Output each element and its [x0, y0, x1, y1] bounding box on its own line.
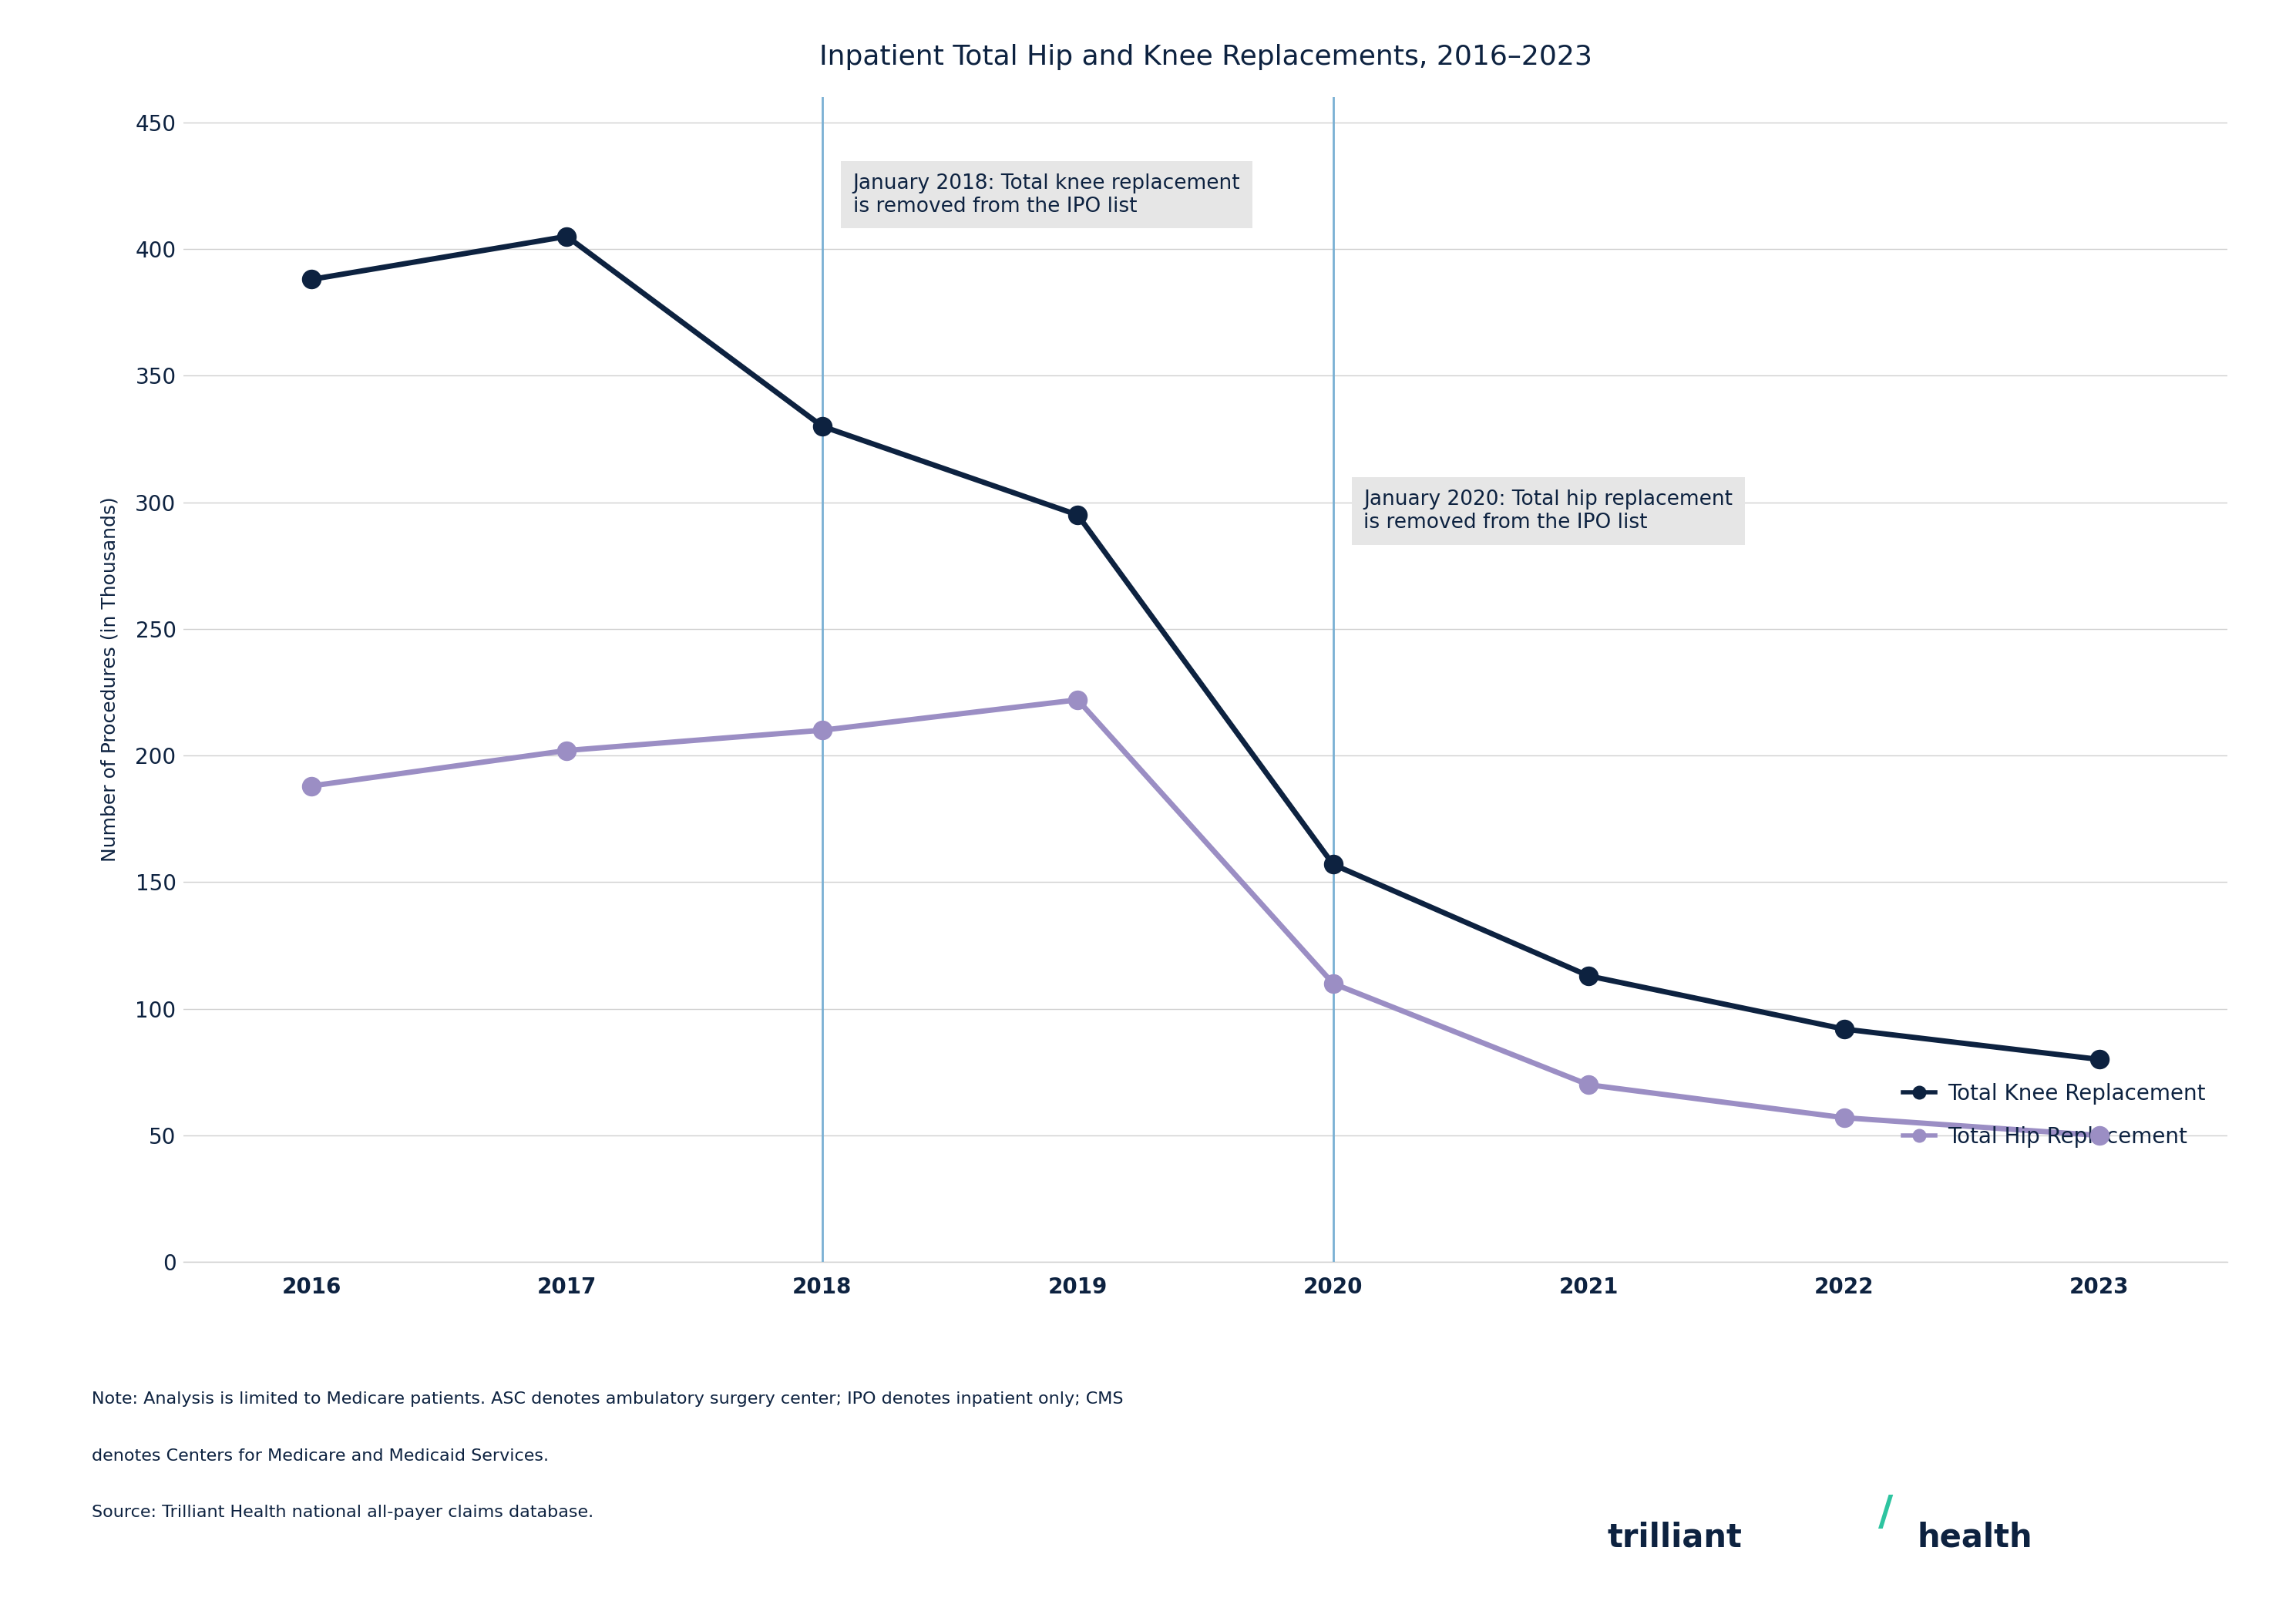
Point — [1058, 502, 1095, 527]
Title: Inpatient Total Hip and Knee Replacements, 2016–2023: Inpatient Total Hip and Knee Replacement… — [820, 44, 1591, 70]
Point — [1825, 1016, 1862, 1042]
Legend: Total Knee Replacement, Total Hip Replacement: Total Knee Replacement, Total Hip Replac… — [1892, 1073, 2216, 1158]
Point — [294, 773, 331, 799]
Point — [1316, 851, 1352, 877]
Text: Source: Trilliant Health national all-payer claims database.: Source: Trilliant Health national all-pa… — [92, 1505, 595, 1521]
Point — [804, 717, 840, 743]
Point — [1316, 971, 1352, 997]
Y-axis label: Number of Procedures (in Thousands): Number of Procedures (in Thousands) — [101, 497, 119, 862]
Point — [804, 413, 840, 438]
Text: January 2020: Total hip replacement
is removed from the IPO list: January 2020: Total hip replacement is r… — [1364, 490, 1733, 532]
Point — [549, 738, 585, 764]
Point — [1825, 1105, 1862, 1131]
Text: trilliant: trilliant — [1607, 1521, 1743, 1553]
Text: /: / — [1878, 1493, 1892, 1532]
Point — [294, 267, 331, 293]
Text: denotes Centers for Medicare and Medicaid Services.: denotes Centers for Medicare and Medicai… — [92, 1448, 549, 1464]
Point — [1058, 688, 1095, 714]
Text: Note: Analysis is limited to Medicare patients. ASC denotes ambulatory surgery c: Note: Analysis is limited to Medicare pa… — [92, 1391, 1123, 1408]
Point — [1570, 1071, 1607, 1097]
Point — [1570, 963, 1607, 989]
Point — [2080, 1047, 2117, 1073]
Point — [549, 223, 585, 249]
Text: January 2018: Total knee replacement
is removed from the IPO list: January 2018: Total knee replacement is … — [852, 173, 1240, 217]
Text: health: health — [1917, 1521, 2032, 1553]
Point — [2080, 1123, 2117, 1149]
